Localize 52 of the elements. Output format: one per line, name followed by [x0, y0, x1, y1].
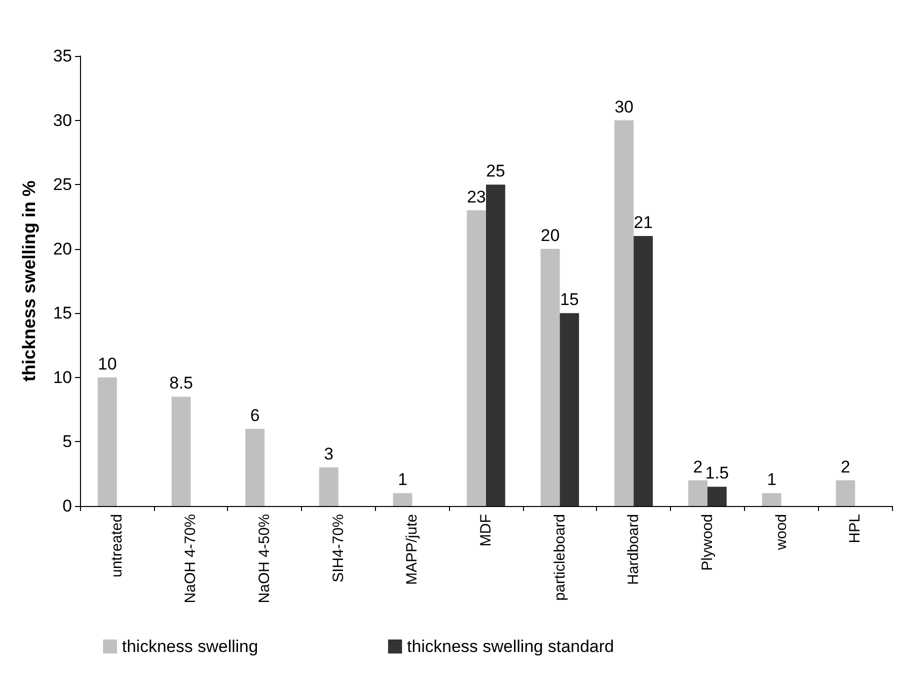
bar	[634, 236, 653, 506]
x-tick-label: wood	[772, 514, 790, 551]
x-tick-label: untreated	[108, 514, 126, 578]
y-axis-title: thickness swelling in %	[19, 180, 39, 382]
bar	[762, 493, 782, 506]
data-label: 1	[398, 470, 408, 490]
y-tick-label: 5	[62, 432, 72, 452]
data-label: 3	[324, 444, 334, 464]
y-tick-label: 0	[62, 496, 72, 516]
y-tick-label: 25	[53, 175, 72, 194]
bar	[392, 493, 412, 506]
data-label: 1.5	[705, 464, 729, 483]
x-tick-label: particleboard	[551, 514, 568, 601]
x-tick-label: Hardboard	[625, 514, 642, 585]
y-tick-label: 35	[53, 46, 72, 66]
data-label: 15	[560, 290, 579, 310]
y-tick-label: 30	[53, 110, 72, 130]
y-tick-label: 10	[53, 368, 72, 387]
x-tick-label: SIH4-70%	[330, 514, 347, 582]
bar	[319, 467, 338, 506]
data-label: 2	[840, 457, 850, 476]
data-label: 2	[693, 457, 703, 476]
data-label: 25	[486, 162, 506, 181]
bar	[614, 120, 634, 506]
data-label: 20	[540, 226, 560, 245]
x-tick-label: MDF	[478, 514, 494, 546]
bar	[466, 210, 486, 506]
bar	[245, 428, 265, 506]
x-tick-label: NaOH 4-70%	[182, 514, 200, 604]
legend-label: thickness swelling	[122, 637, 258, 656]
legend-label: thickness swelling standard	[407, 637, 614, 656]
y-tick-label: 15	[53, 304, 72, 323]
data-label: 21	[634, 213, 653, 232]
bar	[172, 396, 191, 506]
x-tick-label: HPL	[846, 514, 864, 544]
data-label: 23	[466, 187, 486, 206]
bar	[540, 248, 560, 506]
y-tick-label: 20	[53, 239, 72, 258]
bar	[707, 486, 727, 506]
bar	[560, 313, 580, 506]
bar	[836, 480, 856, 506]
data-label: 1	[766, 470, 776, 490]
bar	[98, 377, 117, 506]
data-label: 6	[250, 406, 260, 425]
data-label: 10	[98, 354, 117, 374]
x-tick-label: MAPP/jute	[404, 514, 421, 585]
x-tick-label: NaOH 4-50%	[256, 514, 274, 604]
bar	[486, 184, 506, 506]
data-label: 8.5	[169, 374, 193, 393]
data-label: 30	[614, 97, 634, 116]
bar	[688, 480, 708, 506]
x-tick-label: Plywood	[698, 514, 716, 571]
